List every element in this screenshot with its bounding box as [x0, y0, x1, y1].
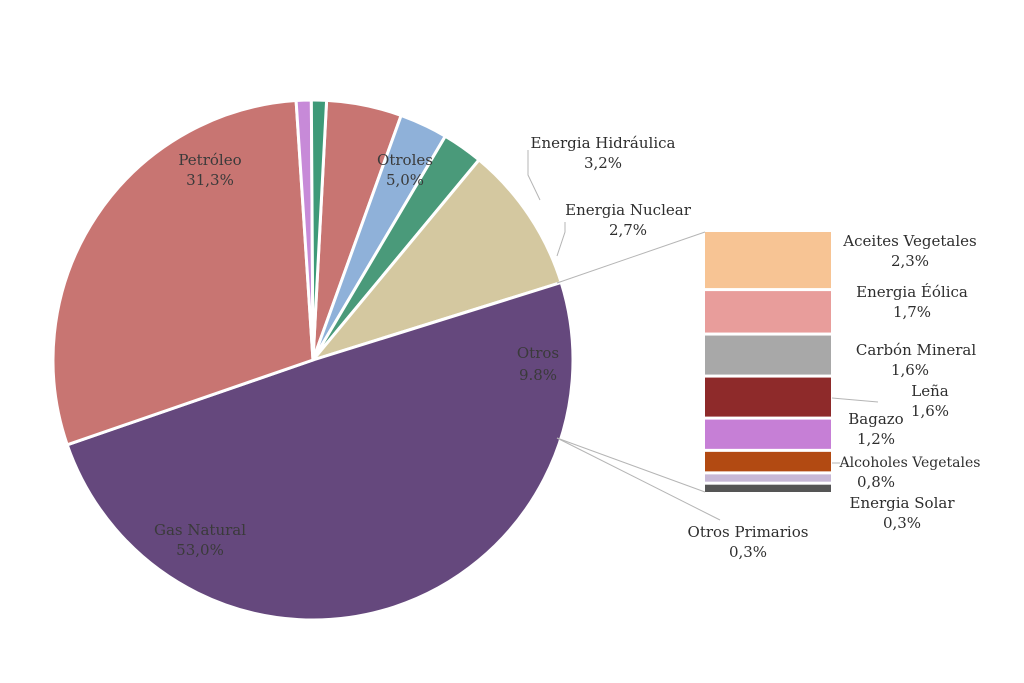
label-otros-primarios: Otros Primarios	[688, 523, 809, 541]
leader-hidraulica	[527, 150, 541, 201]
leader-otros-primarios	[556, 437, 721, 521]
value-otroles: 5,0%	[386, 171, 424, 189]
label-carbon-mineral: Carbón Mineral	[856, 341, 976, 359]
value-energia-eolica: 1,7%	[893, 303, 931, 321]
value-bagazo: 1,2%	[857, 430, 895, 448]
bar-segment-energia-eolica	[705, 291, 831, 333]
slice-unlabeled-7	[309, 98, 329, 361]
bar-segment-otros-primarios	[705, 484, 831, 492]
value-energia-solar: 0,3%	[883, 514, 921, 532]
bar-segment-energia-solar	[705, 474, 831, 482]
label-otros: Otros	[517, 344, 559, 362]
label-otroles: Otroles	[377, 151, 433, 169]
label-bagazo: Bagazo	[848, 410, 903, 428]
bar-segment-lena	[705, 377, 831, 417]
value-carbon-mineral: 1,6%	[891, 361, 929, 379]
leader-otros-top	[556, 231, 706, 284]
bar-segment-aceites-vegetales	[705, 232, 831, 289]
value-petroleo: 31,3%	[186, 171, 234, 189]
label-energia-solar: Energia Solar	[850, 494, 956, 512]
value-lena: 1,6%	[911, 402, 949, 420]
value-otros-primarios: 0,3%	[729, 543, 767, 561]
pie-slices	[51, 98, 575, 622]
label-energia-eolica: Energia Éólica	[856, 283, 968, 301]
slice-otros	[308, 157, 564, 363]
breakdown-bar	[705, 232, 831, 492]
leader-lines	[527, 150, 879, 521]
label-petroleo: Petróleo	[178, 151, 241, 169]
label-aceites-vegetales: Aceites Vegetales	[842, 232, 976, 250]
value-aceites-vegetales: 2,3%	[891, 252, 929, 270]
label-alcoholes-vegetales: Alcoholes Vegetales	[839, 455, 981, 471]
label-energia-hidraulica: Energia Hidráulica	[531, 134, 676, 152]
leader-lena	[831, 397, 879, 403]
value-energia-nuclear: 2,7%	[609, 221, 647, 239]
label-lena: Leña	[911, 382, 948, 400]
value-energia-hidraulica: 3,2%	[584, 154, 622, 172]
slice-gas-natural	[65, 280, 575, 622]
leader-otros-bottom	[556, 437, 706, 493]
value-otros: 9.8%	[519, 366, 557, 384]
bar-segment-carbon-mineral	[705, 335, 831, 375]
label-energia-nuclear: Energia Nuclear	[565, 201, 692, 219]
bar-segment-alcoholes-vegetales	[705, 451, 831, 472]
slice-petroleo	[51, 98, 315, 447]
bar-segment-bagazo	[705, 419, 831, 449]
leader-nuclear	[556, 222, 566, 257]
value-gas-natural: 53,0%	[176, 541, 224, 559]
value-alcoholes-vegetales: 0,8%	[857, 473, 895, 491]
label-gas-natural: Gas Natural	[154, 521, 246, 539]
